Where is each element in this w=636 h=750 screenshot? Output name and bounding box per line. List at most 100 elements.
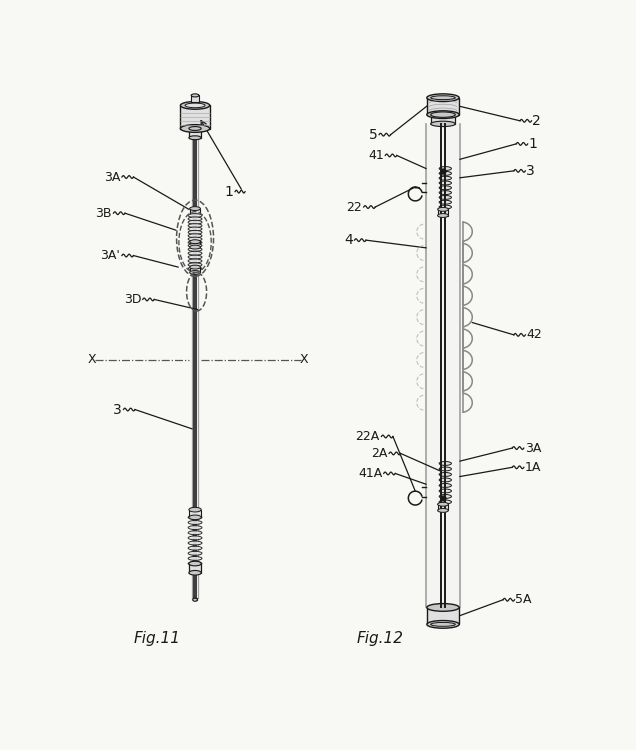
Ellipse shape [185, 103, 205, 108]
Ellipse shape [188, 230, 202, 234]
Ellipse shape [188, 220, 202, 224]
Ellipse shape [189, 127, 201, 130]
Ellipse shape [427, 604, 459, 611]
Ellipse shape [188, 262, 202, 267]
Ellipse shape [439, 176, 452, 180]
Ellipse shape [439, 181, 452, 185]
Ellipse shape [438, 214, 448, 217]
Ellipse shape [181, 101, 210, 109]
Ellipse shape [188, 234, 202, 238]
Text: 22A: 22A [356, 430, 380, 443]
Bar [189, 510, 201, 518]
Ellipse shape [188, 551, 202, 555]
Ellipse shape [439, 467, 452, 471]
Ellipse shape [439, 200, 452, 204]
Text: 3B: 3B [95, 207, 112, 220]
Text: Fig.12: Fig.12 [357, 631, 404, 646]
Text: 3A: 3A [525, 442, 541, 454]
Ellipse shape [188, 562, 202, 566]
Ellipse shape [431, 122, 455, 127]
Bar [438, 504, 448, 511]
Bar [190, 209, 200, 214]
Bar [190, 242, 200, 247]
Ellipse shape [439, 484, 452, 488]
Text: 22: 22 [347, 200, 362, 214]
Text: X: X [88, 353, 96, 366]
Ellipse shape [188, 546, 202, 550]
Ellipse shape [427, 94, 459, 101]
Ellipse shape [439, 494, 452, 499]
Text: 5A: 5A [515, 593, 532, 606]
Text: 5: 5 [369, 128, 378, 142]
Ellipse shape [188, 241, 202, 244]
Text: 4: 4 [344, 233, 353, 248]
Ellipse shape [438, 503, 448, 506]
Ellipse shape [438, 208, 448, 212]
Ellipse shape [188, 515, 202, 519]
Ellipse shape [439, 205, 452, 209]
Ellipse shape [439, 166, 452, 170]
Ellipse shape [190, 271, 200, 274]
Ellipse shape [188, 248, 202, 251]
Bar [427, 98, 459, 115]
Ellipse shape [431, 112, 455, 117]
Ellipse shape [188, 255, 202, 259]
Text: 3A': 3A' [100, 249, 120, 262]
Text: 41: 41 [368, 149, 384, 162]
Ellipse shape [439, 172, 452, 176]
Ellipse shape [439, 186, 452, 190]
Text: Fig.11: Fig.11 [134, 631, 181, 646]
Bar [438, 209, 448, 215]
Ellipse shape [188, 251, 202, 255]
Ellipse shape [438, 509, 448, 512]
Text: 2A: 2A [371, 447, 387, 460]
Bar [431, 115, 455, 124]
Ellipse shape [188, 267, 202, 271]
Ellipse shape [189, 561, 201, 566]
Bar [191, 95, 199, 101]
Ellipse shape [439, 196, 452, 200]
Ellipse shape [439, 489, 452, 493]
Bar [193, 598, 197, 600]
Text: 3: 3 [113, 403, 122, 416]
Ellipse shape [190, 240, 200, 244]
Bar [190, 267, 200, 272]
Text: 3D: 3D [123, 293, 141, 306]
Bar [181, 106, 210, 128]
Ellipse shape [188, 259, 202, 262]
Ellipse shape [427, 111, 459, 118]
Ellipse shape [189, 136, 201, 140]
Ellipse shape [189, 507, 201, 512]
Ellipse shape [439, 472, 452, 476]
Ellipse shape [439, 500, 452, 504]
Ellipse shape [427, 620, 459, 628]
Ellipse shape [189, 515, 201, 520]
Bar [427, 608, 459, 625]
Ellipse shape [190, 245, 200, 249]
Bar [189, 563, 201, 573]
Ellipse shape [439, 190, 452, 194]
Ellipse shape [191, 94, 199, 97]
Ellipse shape [188, 520, 202, 524]
Text: 1: 1 [529, 137, 537, 151]
Text: 2: 2 [532, 114, 541, 128]
Ellipse shape [188, 214, 202, 217]
Text: 41A: 41A [358, 467, 382, 480]
Ellipse shape [190, 207, 200, 211]
Ellipse shape [188, 526, 202, 530]
Ellipse shape [439, 461, 452, 465]
Bar [189, 128, 201, 138]
Text: 3A: 3A [104, 170, 120, 184]
Ellipse shape [188, 217, 202, 220]
Ellipse shape [181, 124, 210, 132]
Text: X: X [300, 353, 308, 366]
Ellipse shape [188, 541, 202, 545]
Ellipse shape [188, 244, 202, 248]
Text: 3: 3 [526, 164, 535, 178]
Ellipse shape [439, 478, 452, 482]
Ellipse shape [188, 531, 202, 535]
Text: 1A: 1A [525, 460, 541, 474]
Ellipse shape [193, 598, 197, 602]
Ellipse shape [188, 556, 202, 560]
Ellipse shape [190, 266, 200, 269]
